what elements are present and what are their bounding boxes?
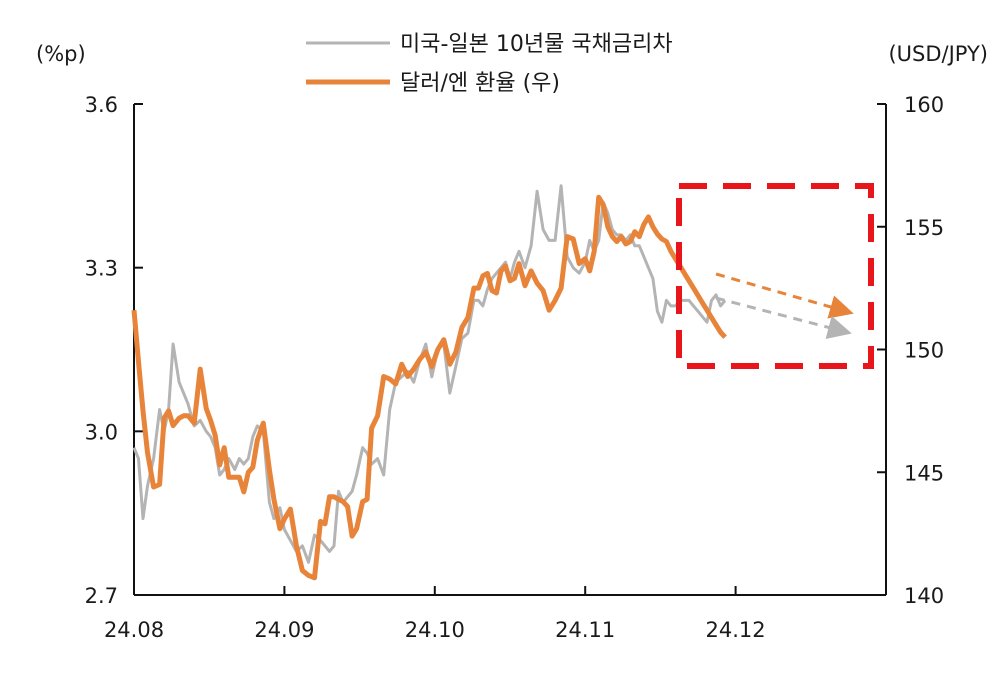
y-right-tick-label: 160 — [904, 93, 944, 117]
x-tick-label: 24.11 — [555, 618, 615, 642]
y-right-tick-label: 145 — [904, 461, 944, 485]
y-left-ticks: 3.6 3.3 3.0 2.7 — [85, 93, 143, 608]
y-left-tick-label: 2.7 — [85, 584, 118, 608]
axes — [133, 104, 887, 596]
y-right-ticks: 160 155 150 145 140 — [877, 93, 944, 608]
y-left-tick-label: 3.6 — [85, 93, 118, 117]
series-line-spread — [132, 184, 727, 564]
series-line-usdjpy — [131, 194, 727, 581]
y-right-axis-label: (USD/JPY) — [888, 42, 988, 66]
highlight-box — [676, 183, 874, 369]
y-left-tick-label: 3.3 — [85, 257, 118, 281]
x-tick-label: 24.08 — [104, 618, 164, 642]
forecast-arrow-usdjpy — [715, 272, 854, 319]
legend-label-spread: 미국-일본 10년물 국채금리차 — [400, 32, 673, 57]
y-right-tick-label: 140 — [904, 584, 944, 608]
x-tick-label: 24.12 — [706, 618, 766, 642]
legend-label-usdjpy: 달러/엔 환율 (우) — [400, 71, 560, 96]
x-tick-label: 24.09 — [254, 618, 314, 642]
y-left-tick-label: 3.0 — [85, 420, 118, 444]
y-left-axis-label: (%p) — [36, 42, 86, 66]
legend: 미국-일본 10년물 국채금리차 달러/엔 환율 (우) — [306, 32, 673, 96]
x-tick-label: 24.10 — [405, 618, 465, 642]
y-right-tick-label: 155 — [904, 216, 944, 240]
x-ticks: 24.08 24.09 24.10 24.11 24.12 — [104, 586, 766, 642]
forecast-arrow-spread — [715, 296, 852, 340]
y-right-tick-label: 150 — [904, 339, 944, 363]
